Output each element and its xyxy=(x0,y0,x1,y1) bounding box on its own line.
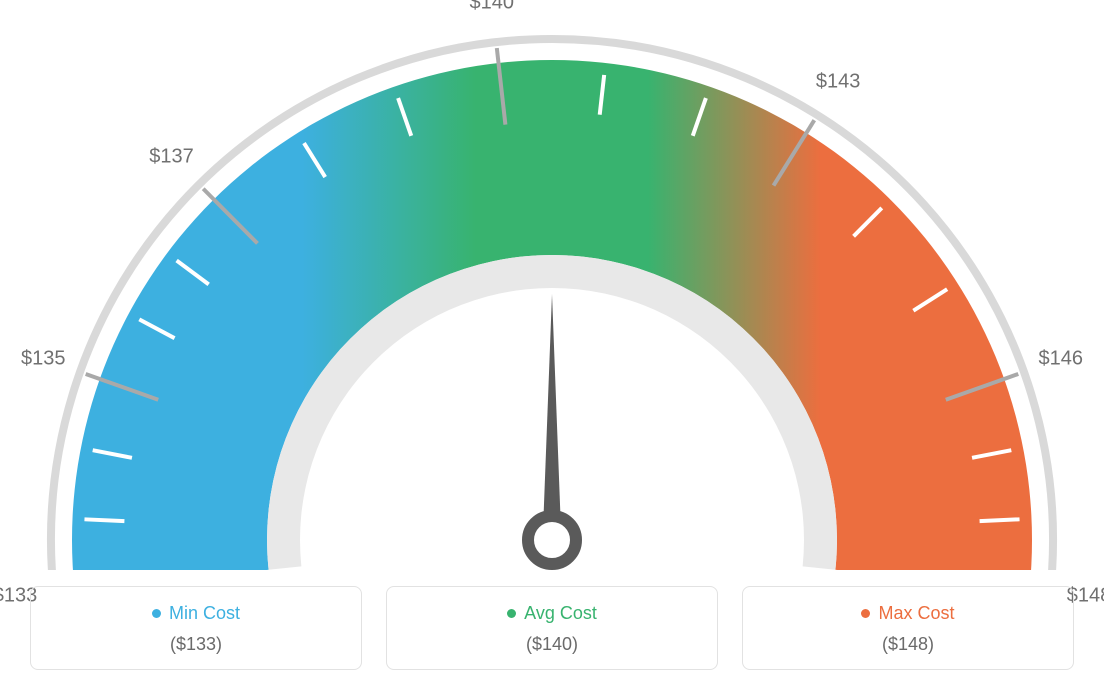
legend-max-label-row: Max Cost xyxy=(755,603,1061,624)
legend-card-avg: Avg Cost ($140) xyxy=(386,586,718,670)
legend-row: Min Cost ($133) Avg Cost ($140) Max Cost… xyxy=(30,586,1074,670)
legend-min-label-row: Min Cost xyxy=(43,603,349,624)
gauge-area: $133$135$137$140$143$146$148 xyxy=(0,0,1104,570)
legend-max-value: ($148) xyxy=(755,634,1061,655)
gauge-svg xyxy=(0,0,1104,570)
legend-avg-dot xyxy=(507,609,516,618)
tick-label: $146 xyxy=(1038,347,1083,370)
gauge-chart-container: $133$135$137$140$143$146$148 Min Cost ($… xyxy=(0,0,1104,690)
legend-min-label: Min Cost xyxy=(169,603,240,624)
legend-avg-value: ($140) xyxy=(399,634,705,655)
legend-max-label: Max Cost xyxy=(878,603,954,624)
legend-min-value: ($133) xyxy=(43,634,349,655)
legend-avg-label-row: Avg Cost xyxy=(399,603,705,624)
tick-label: $135 xyxy=(21,347,66,370)
tick-label: $137 xyxy=(149,145,194,168)
legend-card-min: Min Cost ($133) xyxy=(30,586,362,670)
legend-card-max: Max Cost ($148) xyxy=(742,586,1074,670)
legend-min-dot xyxy=(152,609,161,618)
legend-avg-label: Avg Cost xyxy=(524,603,597,624)
legend-max-dot xyxy=(861,609,870,618)
tick-label: $143 xyxy=(816,71,861,94)
tick-label: $140 xyxy=(470,0,515,15)
